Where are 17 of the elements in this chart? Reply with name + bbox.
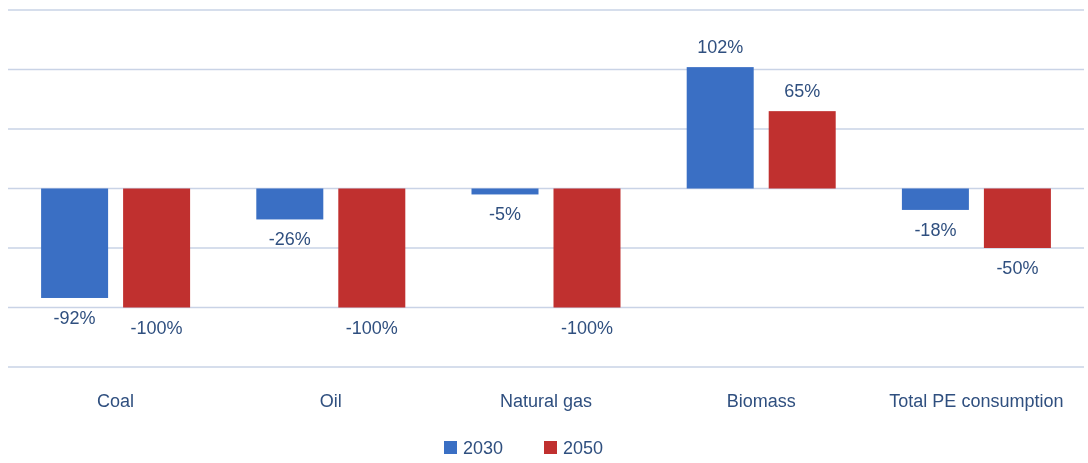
x-tick-label: Biomass xyxy=(726,391,796,411)
data-label: 65% xyxy=(784,81,821,102)
data-label: 102% xyxy=(697,37,744,58)
data-label: -5% xyxy=(488,204,522,225)
x-tick-label: Coal xyxy=(97,391,135,411)
data-label: -92% xyxy=(53,307,96,328)
data-label: -100% xyxy=(560,317,614,338)
legend-label: 2030 xyxy=(463,438,504,458)
data-label: -100% xyxy=(130,317,183,338)
data-label: -26% xyxy=(268,229,311,250)
data-label: -100% xyxy=(345,317,398,338)
x-tick-label: Total PE consumption xyxy=(889,391,1064,411)
x-tick-label: Natural gas xyxy=(499,391,593,411)
legend-label: 2050 xyxy=(563,438,604,458)
data-label: -50% xyxy=(996,258,1039,278)
data-label: -18% xyxy=(914,219,957,240)
x-tick-label: Oil xyxy=(319,391,342,411)
